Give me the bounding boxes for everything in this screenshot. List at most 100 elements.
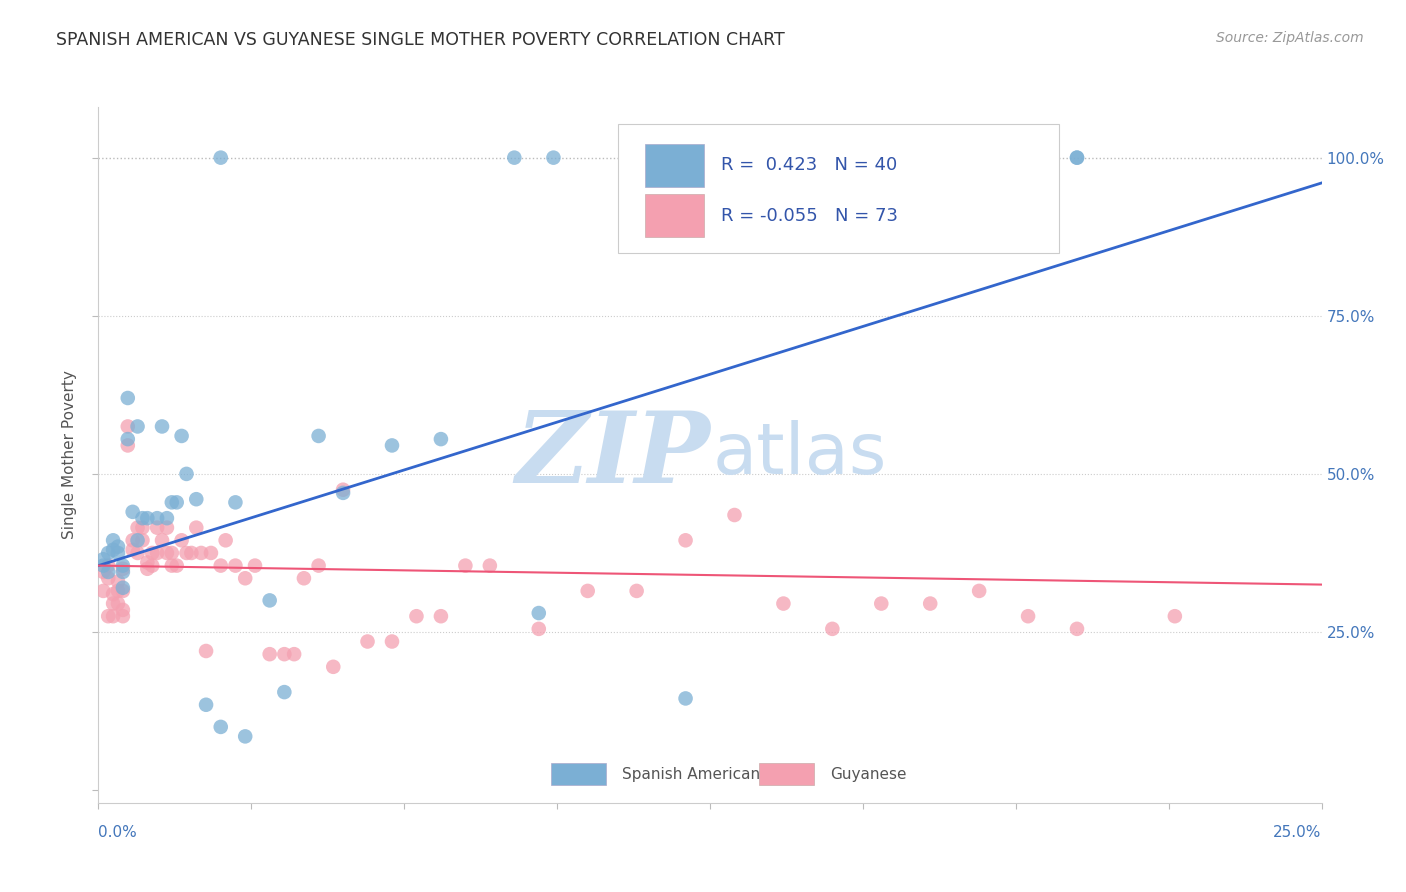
Text: Guyanese: Guyanese (830, 767, 907, 781)
Point (176, 467, 198, 481)
Point (97, 571, 120, 585)
Point (1164, 609, 1187, 624)
Point (259, 647, 281, 661)
Point (214, 533, 236, 548)
Point (1066, 151, 1088, 165)
Point (176, 546, 198, 560)
Point (503, 151, 526, 165)
Point (405, 609, 427, 624)
Point (97, 609, 120, 624)
Point (111, 565, 134, 579)
Point (190, 546, 212, 560)
Point (97, 546, 120, 560)
Point (131, 521, 153, 535)
Point (117, 419, 139, 434)
Point (111, 562, 134, 576)
Point (454, 558, 477, 573)
Point (91, 558, 114, 573)
Point (576, 583, 599, 598)
Point (121, 505, 143, 519)
Point (127, 521, 149, 535)
Point (200, 546, 222, 560)
Point (131, 533, 153, 548)
Point (478, 558, 501, 573)
Point (160, 546, 183, 560)
Point (146, 546, 169, 560)
Point (626, 583, 648, 598)
Point (111, 558, 134, 573)
Point (146, 511, 169, 525)
Point (117, 438, 139, 452)
Point (141, 546, 163, 560)
FancyBboxPatch shape (551, 764, 606, 785)
Text: Spanish Americans: Spanish Americans (621, 767, 768, 781)
Point (107, 583, 129, 598)
Point (156, 546, 179, 560)
Point (195, 698, 218, 712)
Point (141, 558, 163, 573)
Point (107, 597, 129, 611)
Text: atlas: atlas (713, 420, 887, 490)
Point (195, 644, 218, 658)
Point (97, 558, 120, 573)
Point (101, 533, 124, 548)
Point (821, 622, 844, 636)
Point (209, 558, 232, 573)
Point (111, 603, 134, 617)
Text: SPANISH AMERICAN VS GUYANESE SINGLE MOTHER POVERTY CORRELATION CHART: SPANISH AMERICAN VS GUYANESE SINGLE MOTH… (56, 31, 785, 49)
Point (117, 391, 139, 405)
Point (273, 647, 295, 661)
Point (332, 486, 354, 500)
Point (675, 533, 697, 548)
Point (1066, 151, 1088, 165)
Point (308, 429, 330, 443)
Point (91, 565, 114, 579)
Point (543, 151, 565, 165)
Text: R =  0.423   N = 40: R = 0.423 N = 40 (721, 156, 897, 175)
Point (1017, 609, 1039, 624)
Text: Source: ZipAtlas.com: Source: ZipAtlas.com (1216, 31, 1364, 45)
Point (283, 647, 305, 661)
Text: ZIP: ZIP (515, 407, 710, 503)
Point (146, 521, 169, 535)
Point (121, 542, 143, 557)
Point (920, 597, 942, 611)
Point (156, 511, 179, 525)
Text: R = -0.055   N = 73: R = -0.055 N = 73 (721, 207, 898, 225)
Point (127, 546, 149, 560)
Point (101, 542, 124, 557)
Point (117, 432, 139, 446)
Point (156, 521, 179, 535)
Point (166, 495, 188, 509)
Point (381, 438, 404, 452)
Y-axis label: Single Mother Poverty: Single Mother Poverty (62, 370, 77, 540)
Point (101, 609, 124, 624)
Point (91, 583, 114, 598)
Point (111, 609, 134, 624)
Point (967, 583, 990, 598)
Point (170, 533, 193, 548)
Point (111, 583, 134, 598)
Point (322, 660, 344, 674)
FancyBboxPatch shape (619, 124, 1059, 253)
Point (527, 622, 550, 636)
Point (150, 419, 173, 434)
Point (186, 521, 208, 535)
Point (259, 593, 281, 607)
Point (127, 419, 149, 434)
Point (224, 495, 246, 509)
Point (233, 571, 256, 585)
Point (107, 546, 129, 560)
Point (160, 495, 183, 509)
Point (121, 533, 143, 548)
Point (101, 597, 124, 611)
Point (356, 634, 378, 648)
Point (308, 558, 330, 573)
Point (127, 533, 149, 548)
Point (381, 634, 404, 648)
Point (107, 574, 129, 589)
Point (160, 558, 183, 573)
Point (186, 492, 208, 507)
Point (243, 558, 266, 573)
Point (209, 720, 232, 734)
